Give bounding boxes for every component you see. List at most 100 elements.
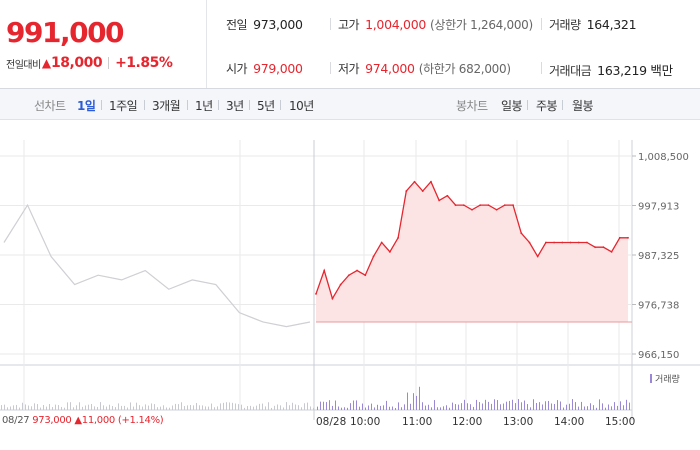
volume-bar bbox=[109, 404, 110, 410]
volume-bar bbox=[389, 406, 390, 410]
price-point bbox=[372, 255, 375, 258]
volume-bar bbox=[425, 405, 426, 410]
price-point bbox=[627, 236, 629, 239]
volume-bar bbox=[310, 406, 311, 410]
volume-bar bbox=[356, 400, 357, 410]
period-tab-5y[interactable]: 5년 bbox=[257, 99, 275, 113]
stat-open: 시가 979,000 bbox=[226, 60, 303, 76]
stat-open-value: 979,000 bbox=[253, 61, 303, 76]
volume-bar bbox=[67, 402, 68, 410]
volume-bar bbox=[584, 406, 585, 410]
volume-bar bbox=[226, 402, 227, 410]
volume-bar bbox=[28, 405, 29, 410]
price-point bbox=[380, 241, 383, 244]
volume-bar bbox=[241, 404, 242, 410]
volume-bar bbox=[557, 400, 558, 410]
volume-bar bbox=[539, 402, 540, 410]
price-point bbox=[397, 236, 400, 239]
period-tab-1y[interactable]: 1년 bbox=[195, 99, 213, 113]
period-tab-1d[interactable]: 1일 bbox=[77, 99, 96, 113]
volume-bar bbox=[437, 407, 438, 410]
volume-bar bbox=[335, 400, 336, 410]
stat-divider bbox=[541, 62, 542, 74]
candle-tab-monthly[interactable]: 월봉 bbox=[572, 99, 594, 113]
volume-bar bbox=[566, 404, 567, 410]
volume-bar bbox=[163, 405, 164, 410]
period-tab-3y[interactable]: 3년 bbox=[226, 99, 244, 113]
volume-bar bbox=[329, 400, 330, 410]
stat-divider bbox=[541, 18, 542, 30]
volume-bar bbox=[368, 405, 369, 410]
volume-legend-swatch bbox=[650, 374, 652, 383]
volume-bar bbox=[608, 404, 609, 410]
volume-bar bbox=[446, 405, 447, 410]
price-chart[interactable]: 1,008,500 997,913 987,325 976,738 966,150 08/… bbox=[0, 120, 700, 450]
prev-day-price: 973,000 bbox=[32, 415, 72, 426]
volume-bar bbox=[283, 407, 284, 410]
candle-tab-daily[interactable]: 일봉 bbox=[501, 99, 523, 113]
volume-bar bbox=[25, 404, 26, 410]
prev-day-info: 08/27 973,000 ▲11,000 (+1.14%) bbox=[2, 415, 164, 426]
volume-bar bbox=[485, 399, 486, 410]
volume-bar bbox=[404, 404, 405, 410]
stat-trade-value-value: 163,219 백만 bbox=[597, 63, 673, 78]
time-axis-label: 12:00 bbox=[452, 416, 482, 428]
price-point bbox=[331, 297, 334, 300]
price-point bbox=[421, 190, 424, 192]
volume-bar bbox=[70, 402, 71, 410]
volume-bar bbox=[31, 406, 32, 410]
volume-bar bbox=[124, 405, 125, 410]
volume-bar bbox=[286, 402, 287, 410]
volume-bar bbox=[274, 405, 275, 410]
volume-bar bbox=[43, 405, 44, 410]
volume-bar bbox=[374, 407, 375, 410]
stat-volume: 거래량 164,321 bbox=[549, 16, 637, 32]
stat-divider bbox=[330, 62, 331, 74]
price-axis-label: 966,150 bbox=[638, 350, 679, 361]
price-point bbox=[430, 180, 432, 183]
price-summary-panel: 991,000 전일대비 ▲ 18,000 +1.85% 전일 973,000 … bbox=[0, 0, 700, 89]
period-tab-10y[interactable]: 10년 bbox=[289, 99, 314, 113]
volume-bar bbox=[359, 406, 360, 410]
stat-volume-label: 거래량 bbox=[549, 18, 581, 32]
volume-bar bbox=[181, 402, 182, 410]
volume-bar bbox=[16, 404, 17, 410]
price-axis-label: 1,008,500 bbox=[638, 152, 689, 163]
period-tab-3m[interactable]: 3개월 bbox=[152, 99, 181, 113]
volume-bar bbox=[617, 405, 618, 410]
price-point bbox=[610, 250, 613, 253]
volume-bar bbox=[97, 406, 98, 410]
price-chart-svg: 1,008,500 997,913 987,325 976,738 966,150 08/… bbox=[0, 140, 700, 428]
price-point bbox=[356, 269, 358, 272]
volume-bar bbox=[371, 403, 372, 410]
volume-bar bbox=[262, 403, 263, 410]
volume-bar bbox=[488, 401, 489, 410]
candle-tab-weekly[interactable]: 주봉 bbox=[536, 99, 558, 113]
volume-bar bbox=[569, 403, 570, 410]
volume-bar bbox=[419, 386, 420, 410]
price-point bbox=[569, 241, 572, 244]
candle-chart-label: 봉차트 bbox=[456, 99, 488, 113]
volume-bar bbox=[410, 403, 411, 410]
volume-bar bbox=[160, 406, 161, 410]
volume-bar bbox=[464, 399, 465, 410]
volume-bar bbox=[157, 407, 158, 410]
volume-bar bbox=[229, 402, 230, 410]
volume-bar bbox=[323, 401, 324, 410]
stat-open-label: 시가 bbox=[226, 62, 248, 76]
volume-bar bbox=[247, 406, 248, 410]
volume-bar bbox=[605, 407, 606, 410]
volume-bar bbox=[148, 405, 149, 410]
price-point bbox=[544, 241, 547, 244]
price-point bbox=[520, 232, 523, 235]
volume-bar bbox=[250, 405, 251, 410]
volume-bar bbox=[494, 399, 495, 410]
volume-bar bbox=[136, 402, 137, 410]
price-point bbox=[388, 250, 391, 253]
volume-bar bbox=[386, 400, 387, 410]
volume-bar bbox=[548, 400, 549, 410]
volume-bar bbox=[130, 402, 131, 410]
period-tab-1w[interactable]: 1주일 bbox=[109, 99, 138, 113]
change-divider bbox=[108, 57, 110, 69]
volume-bar bbox=[10, 406, 11, 410]
